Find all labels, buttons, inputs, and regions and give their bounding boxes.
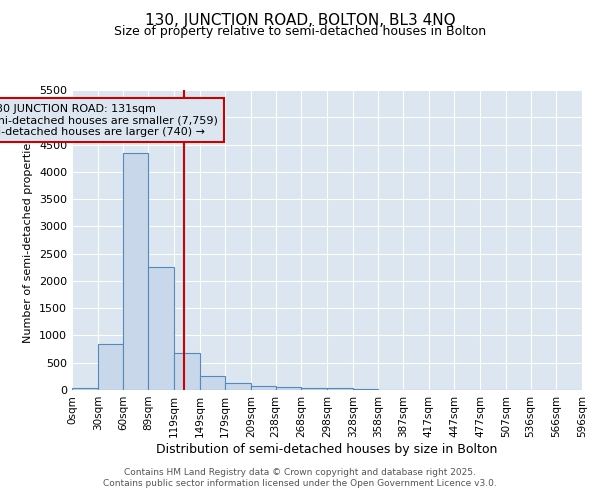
X-axis label: Distribution of semi-detached houses by size in Bolton: Distribution of semi-detached houses by … <box>157 442 497 456</box>
Bar <box>327 388 353 390</box>
Bar <box>174 353 199 390</box>
Bar <box>251 386 275 390</box>
Bar <box>225 384 251 390</box>
Bar <box>301 388 327 390</box>
Bar <box>275 387 301 390</box>
Text: Contains HM Land Registry data © Crown copyright and database right 2025.
Contai: Contains HM Land Registry data © Crown c… <box>103 468 497 487</box>
Bar <box>199 376 225 390</box>
Bar <box>72 388 98 390</box>
Bar <box>98 344 124 390</box>
Text: Size of property relative to semi-detached houses in Bolton: Size of property relative to semi-detach… <box>114 25 486 38</box>
Text: 130 JUNCTION ROAD: 131sqm
← 91% of semi-detached houses are smaller (7,759)
9% o: 130 JUNCTION ROAD: 131sqm ← 91% of semi-… <box>0 104 218 137</box>
Bar <box>124 152 148 390</box>
Text: 130, JUNCTION ROAD, BOLTON, BL3 4NQ: 130, JUNCTION ROAD, BOLTON, BL3 4NQ <box>145 12 455 28</box>
Bar <box>148 268 174 390</box>
Y-axis label: Number of semi-detached properties: Number of semi-detached properties <box>23 137 34 343</box>
